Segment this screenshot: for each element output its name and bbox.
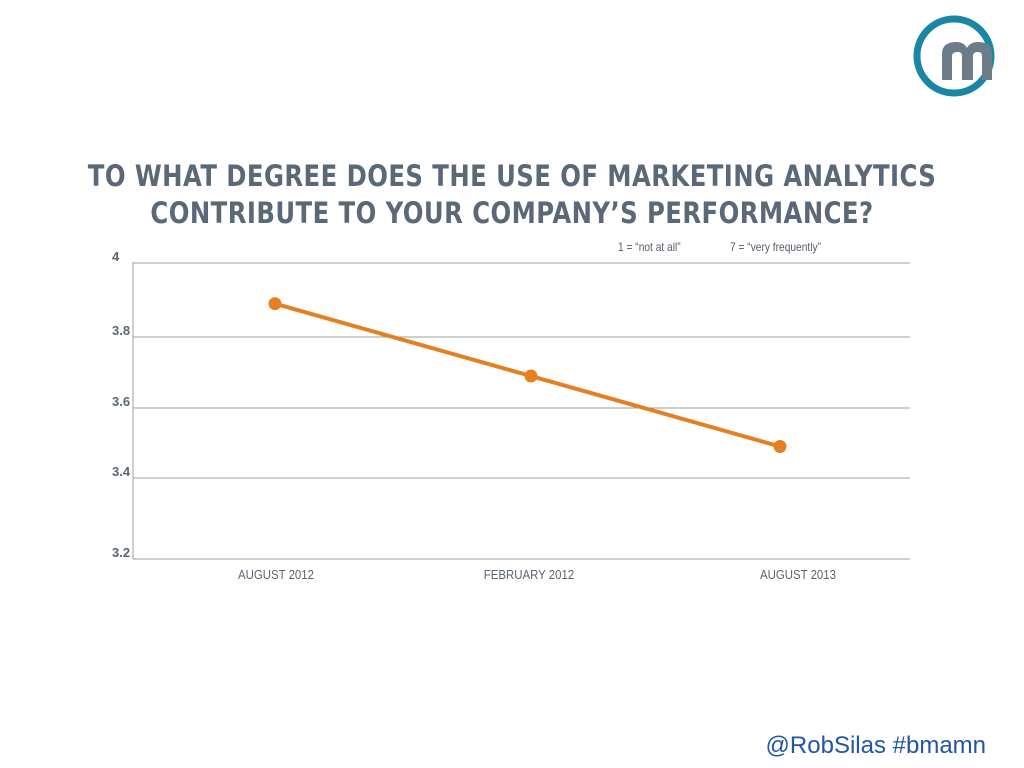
y-tick-label: 3.4 bbox=[112, 464, 131, 479]
x-tick-label: AUGUST 2012 bbox=[238, 567, 314, 582]
chart-title: TO WHAT DEGREE DOES THE USE OF MARKETING… bbox=[82, 158, 942, 232]
y-tick-label: 3.2 bbox=[112, 545, 130, 560]
data-point bbox=[773, 440, 787, 453]
data-point bbox=[524, 369, 538, 383]
x-tick-label: FEBRUARY 2012 bbox=[484, 567, 575, 582]
scale-note-low: 1 = “not at all” bbox=[618, 240, 681, 254]
scale-note-high: 7 = “very frequently” bbox=[730, 240, 821, 254]
chart-title-line-1: TO WHAT DEGREE DOES THE USE OF MARKETING… bbox=[87, 159, 937, 193]
x-tick-label: AUGUST 2013 bbox=[760, 567, 836, 582]
logo-letter-m bbox=[942, 42, 992, 80]
company-logo bbox=[913, 15, 995, 97]
chart-title-line-2: CONTRIBUTE TO YOUR COMPANY’S PERFORMANCE… bbox=[150, 196, 874, 230]
data-point bbox=[268, 297, 282, 311]
y-tick-label: 3.8 bbox=[112, 323, 130, 338]
footer-hashtag: @RobSilas #bmamn bbox=[765, 732, 986, 759]
y-tick-label: 4 bbox=[112, 249, 120, 264]
y-tick-label: 3.6 bbox=[112, 394, 130, 409]
